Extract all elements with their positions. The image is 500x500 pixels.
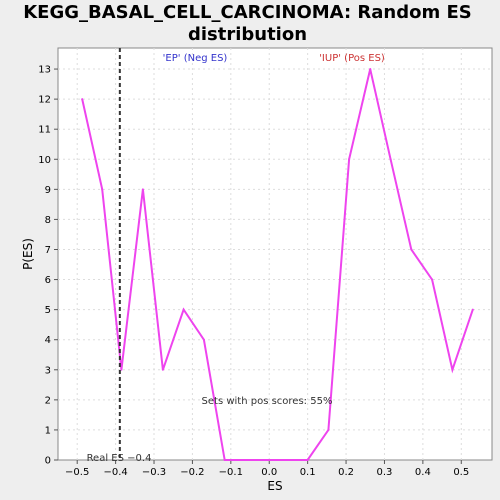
es-data-point bbox=[410, 248, 413, 251]
es-data-point bbox=[369, 68, 372, 71]
es-data-point bbox=[101, 188, 104, 191]
es-data-point bbox=[451, 368, 454, 371]
chart-title-line2: distribution bbox=[187, 24, 308, 45]
x-axis-title: ES bbox=[267, 479, 282, 493]
pos-es-label: 'IUP' (Pos ES) bbox=[319, 53, 385, 64]
es-data-point bbox=[431, 278, 434, 281]
x-tick-label: −0.1 bbox=[219, 467, 243, 478]
es-data-point bbox=[182, 308, 185, 311]
y-tick-label: 6 bbox=[45, 275, 51, 286]
x-tick-label: 0.2 bbox=[338, 467, 354, 478]
y-tick-label: 8 bbox=[45, 215, 51, 226]
series-layer bbox=[81, 68, 474, 461]
es-data-point bbox=[161, 368, 164, 371]
es-data-point bbox=[141, 188, 144, 191]
es-distribution-line bbox=[81, 68, 474, 461]
es-data-point bbox=[244, 459, 247, 461]
chart-title-line1: KEGG_BASAL_CELL_CARCINOMA: Random ES bbox=[23, 2, 472, 23]
y-tick-label: 10 bbox=[38, 155, 51, 166]
y-tick-label: 1 bbox=[45, 425, 51, 436]
es-data-point bbox=[120, 368, 123, 371]
y-tick-label: 4 bbox=[45, 335, 51, 346]
x-tick-label: 0.4 bbox=[415, 467, 431, 478]
es-data-point bbox=[389, 158, 392, 161]
es-data-point bbox=[306, 459, 309, 461]
plot-area bbox=[57, 47, 493, 461]
y-tick-label: 7 bbox=[45, 245, 51, 256]
neg-es-label: 'EP' (Neg ES) bbox=[163, 53, 228, 64]
es-data-point bbox=[202, 338, 205, 341]
es-data-point bbox=[286, 459, 289, 461]
x-tick-label: 0.0 bbox=[261, 467, 277, 478]
grid-layer bbox=[58, 48, 492, 460]
x-tick-label: −0.3 bbox=[142, 467, 166, 478]
x-tick-label: 0.3 bbox=[377, 467, 393, 478]
chart-title: KEGG_BASAL_CELL_CARCINOMA: Random ES dis… bbox=[0, 2, 495, 46]
y-tick-label: 13 bbox=[38, 65, 51, 76]
x-tick-label: −0.4 bbox=[103, 467, 127, 478]
y-tick-label: 12 bbox=[38, 95, 51, 106]
y-tick-label: 9 bbox=[45, 185, 51, 196]
y-axis-title: P(ES) bbox=[21, 238, 35, 270]
es-data-point bbox=[223, 459, 226, 461]
es-data-point bbox=[265, 459, 268, 461]
x-tick-label: 0.1 bbox=[300, 467, 316, 478]
x-tick-label: −0.2 bbox=[180, 467, 204, 478]
y-tick-label: 3 bbox=[45, 365, 51, 376]
pos-scores-label: Sets with pos scores: 55% bbox=[202, 396, 333, 407]
y-tick-label: 0 bbox=[45, 456, 51, 467]
es-data-point bbox=[348, 158, 351, 161]
y-tick-label: 11 bbox=[38, 125, 51, 136]
y-tick-label: 2 bbox=[45, 395, 51, 406]
x-tick-label: −0.5 bbox=[65, 467, 89, 478]
real-es-label: Real ES −0.4 bbox=[87, 453, 152, 464]
es-data-point bbox=[471, 308, 474, 311]
es-data-point bbox=[81, 98, 84, 101]
y-tick-label: 5 bbox=[45, 305, 51, 316]
es-data-point bbox=[327, 428, 330, 431]
x-tick-label: 0.5 bbox=[453, 467, 469, 478]
